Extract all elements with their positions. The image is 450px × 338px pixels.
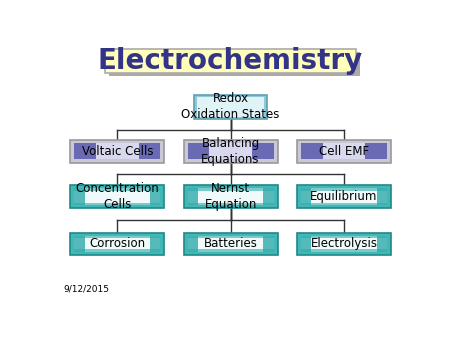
Bar [74, 188, 160, 191]
FancyBboxPatch shape [301, 143, 387, 160]
Bar [188, 249, 274, 251]
Bar [377, 188, 387, 205]
Text: Cell EMF: Cell EMF [319, 145, 369, 158]
FancyBboxPatch shape [184, 140, 278, 163]
FancyBboxPatch shape [184, 233, 278, 255]
FancyBboxPatch shape [188, 143, 274, 160]
Text: Batteries: Batteries [204, 237, 257, 250]
Bar [96, 143, 139, 160]
Bar [301, 249, 387, 251]
Bar [74, 203, 160, 205]
Bar [263, 236, 274, 251]
FancyBboxPatch shape [70, 233, 164, 255]
Text: Corrosion: Corrosion [89, 237, 145, 250]
Bar [188, 203, 274, 205]
Bar [301, 188, 311, 205]
Bar [188, 236, 198, 251]
Bar [365, 143, 387, 160]
Bar [74, 236, 85, 251]
FancyBboxPatch shape [74, 188, 160, 205]
Bar [150, 188, 160, 205]
FancyBboxPatch shape [74, 236, 160, 251]
FancyBboxPatch shape [109, 52, 360, 76]
FancyBboxPatch shape [301, 236, 387, 251]
FancyBboxPatch shape [184, 185, 278, 209]
Bar [252, 143, 274, 160]
Bar [74, 143, 96, 160]
Bar [209, 143, 252, 160]
FancyBboxPatch shape [74, 143, 160, 160]
FancyBboxPatch shape [198, 97, 264, 117]
Text: Balancing
Equations: Balancing Equations [202, 137, 260, 166]
Bar [301, 203, 387, 205]
FancyBboxPatch shape [70, 185, 164, 209]
Text: Electrochemistry: Electrochemistry [98, 47, 363, 75]
Text: Equilibrium: Equilibrium [310, 190, 378, 203]
Bar [74, 249, 160, 251]
Bar [301, 188, 387, 191]
Text: Electrolysis: Electrolysis [310, 237, 378, 250]
Bar [301, 236, 311, 251]
Bar [74, 188, 85, 205]
Text: Concentration
Cells: Concentration Cells [76, 182, 159, 211]
Bar [323, 143, 365, 160]
Text: Redox
Oxidation States: Redox Oxidation States [181, 92, 280, 121]
Bar [74, 236, 160, 238]
FancyBboxPatch shape [188, 188, 274, 205]
Text: Nernst
Equation: Nernst Equation [204, 182, 257, 211]
Bar [188, 188, 274, 191]
Bar [150, 236, 160, 251]
FancyBboxPatch shape [297, 185, 391, 209]
Bar [263, 188, 274, 205]
FancyBboxPatch shape [301, 188, 387, 205]
Bar [188, 188, 198, 205]
Bar [188, 143, 209, 160]
Bar [139, 143, 160, 160]
FancyBboxPatch shape [194, 95, 267, 119]
Bar [377, 236, 387, 251]
FancyBboxPatch shape [297, 140, 391, 163]
FancyBboxPatch shape [297, 233, 391, 255]
Bar [301, 143, 323, 160]
Text: Voltaic Cells: Voltaic Cells [81, 145, 153, 158]
Bar [188, 236, 274, 238]
Bar [301, 236, 387, 238]
FancyBboxPatch shape [105, 49, 356, 73]
Text: 9/12/2015: 9/12/2015 [63, 284, 109, 293]
FancyBboxPatch shape [70, 140, 164, 163]
FancyBboxPatch shape [188, 236, 274, 251]
